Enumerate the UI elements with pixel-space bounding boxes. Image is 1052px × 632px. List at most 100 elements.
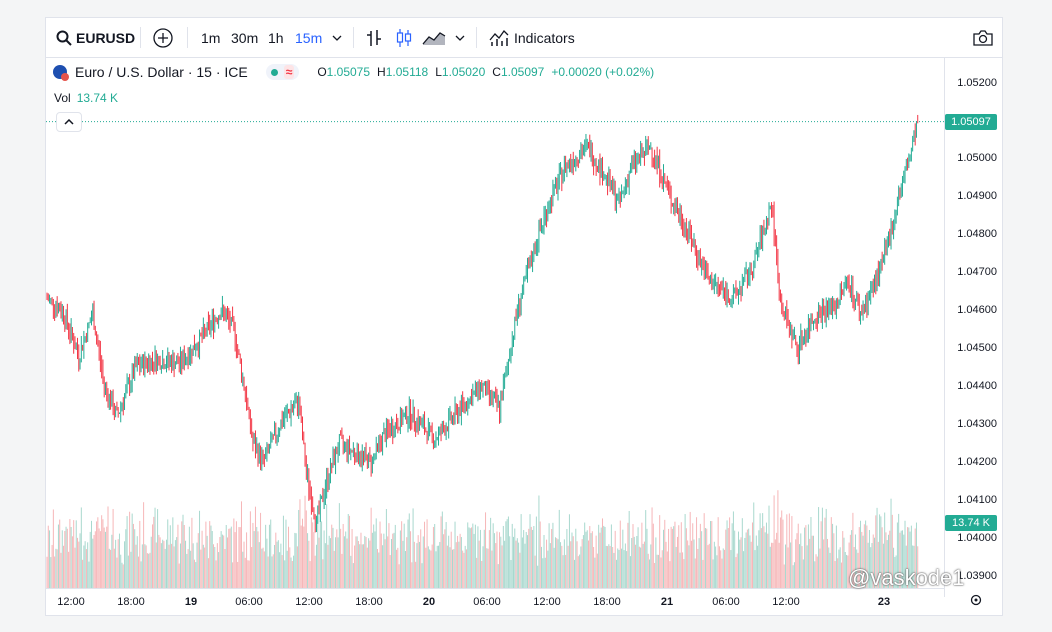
volume-bar: [205, 521, 207, 588]
volume-bar: [162, 539, 164, 588]
volume-bar: [392, 533, 394, 588]
volume-bar: [912, 545, 914, 588]
volume-bar: [524, 543, 526, 588]
volume-bar: [626, 551, 628, 588]
volume-bar: [266, 538, 268, 588]
volume-bar: [139, 520, 141, 588]
time-tick-label: 18:00: [593, 596, 621, 608]
volume-bar: [440, 516, 442, 588]
volume-bar: [397, 547, 399, 588]
volume-bar: [551, 528, 553, 588]
volume-bar: [896, 522, 898, 588]
indicators-button[interactable]: Indicators: [489, 18, 575, 57]
volume-bar: [501, 545, 503, 588]
volume-bar: [828, 547, 830, 588]
time-axis[interactable]: 12:00 18:00 19 06:00 12:00 18:00 20 06:00 12:00 1…: [46, 588, 944, 617]
volume-bar: [233, 518, 235, 588]
volume-bar: [342, 523, 344, 588]
volume-bar: [750, 541, 752, 588]
volume-bar: [642, 543, 644, 588]
volume-bar: [908, 527, 910, 588]
volume-bar: [615, 559, 617, 588]
volume-bar: [239, 527, 241, 588]
volume-bar: [65, 526, 67, 588]
market-status-badge[interactable]: ≈: [265, 64, 300, 80]
settings-button[interactable]: [969, 593, 983, 612]
volume-bar: [544, 557, 546, 588]
interval-1m-button[interactable]: 1m: [201, 29, 221, 46]
volume-bar: [276, 541, 278, 588]
volume-bar: [446, 545, 448, 588]
interval-1h-button[interactable]: 1h: [268, 29, 284, 46]
volume-bar: [63, 545, 65, 588]
volume-bar: [122, 564, 124, 588]
volume-bar: [213, 544, 215, 588]
volume-bar: [577, 556, 579, 588]
interval-dropdown-button[interactable]: [332, 18, 342, 57]
area-chart-button[interactable]: [422, 18, 446, 57]
volume-bar: [844, 551, 846, 588]
chart-type-dropdown-button[interactable]: [455, 18, 465, 57]
volume-bar: [214, 546, 216, 588]
bar-chart-button[interactable]: [366, 18, 382, 57]
collapse-legend-button[interactable]: [56, 112, 82, 132]
volume-bar: [860, 520, 862, 588]
volume-bar: [328, 535, 330, 588]
volume-bar: [191, 517, 193, 588]
volume-bar: [211, 531, 213, 588]
interval-30m-button[interactable]: 30m: [231, 29, 259, 46]
volume-bar: [588, 540, 590, 588]
volume-bar: [491, 550, 493, 588]
volume-bar: [849, 534, 851, 588]
volume-bar: [732, 511, 734, 588]
volume-bar: [867, 542, 869, 588]
time-tick-label: 12:00: [772, 596, 800, 608]
volume-bar: [294, 532, 296, 588]
volume-bar: [374, 531, 376, 588]
volume-bar: [618, 549, 620, 588]
volume-bar: [539, 521, 541, 588]
volume-bar: [633, 536, 635, 588]
volume-bar: [73, 520, 75, 588]
volume-bar: [857, 552, 859, 588]
symbol-search-button[interactable]: EURUSD: [56, 18, 135, 57]
compare-button[interactable]: [153, 18, 173, 57]
volume-bar: [631, 537, 633, 588]
volume-bar: [51, 544, 53, 588]
volume-bar: [451, 549, 453, 588]
volume-bar: [621, 548, 623, 588]
volume-bar: [341, 553, 343, 588]
volume-bar: [727, 528, 729, 588]
volume-bar: [832, 523, 834, 588]
volume-bar: [777, 490, 779, 588]
volume-bar: [787, 547, 789, 588]
volume-bar: [795, 539, 797, 588]
volume-bar: [884, 512, 886, 588]
change-value: +0.00020 (+0.02%): [551, 65, 655, 79]
volume-bar: [726, 520, 728, 588]
volume-bar: [543, 535, 545, 588]
volume-bar: [865, 520, 867, 588]
volume-bar: [88, 561, 90, 588]
volume-bar: [361, 544, 363, 588]
volume-bar: [318, 537, 320, 588]
volume-bar: [243, 541, 245, 588]
volume-bar: [846, 554, 848, 588]
volume-bar: [261, 548, 263, 588]
price-tick-label: 1.04800: [957, 228, 997, 240]
volume-bar: [412, 508, 414, 588]
volume-bar: [467, 522, 469, 588]
volume-bar: [809, 538, 811, 588]
snapshot-button[interactable]: [972, 18, 994, 57]
price-axis[interactable]: 1.05200 1.05000 1.04900 1.04800 1.04700 1.046…: [944, 57, 1003, 597]
volume-bar: [413, 541, 415, 588]
volume-bar: [290, 557, 292, 588]
currency-flag-icon: [53, 65, 69, 81]
volume-bar: [852, 512, 854, 588]
candle-chart-button[interactable]: [396, 18, 412, 57]
volume-bar: [646, 528, 648, 588]
price-plot[interactable]: [46, 57, 944, 588]
interval-15m-button[interactable]: 15m: [295, 29, 323, 46]
volume-bar: [791, 516, 793, 588]
volume-bar: [575, 528, 577, 588]
